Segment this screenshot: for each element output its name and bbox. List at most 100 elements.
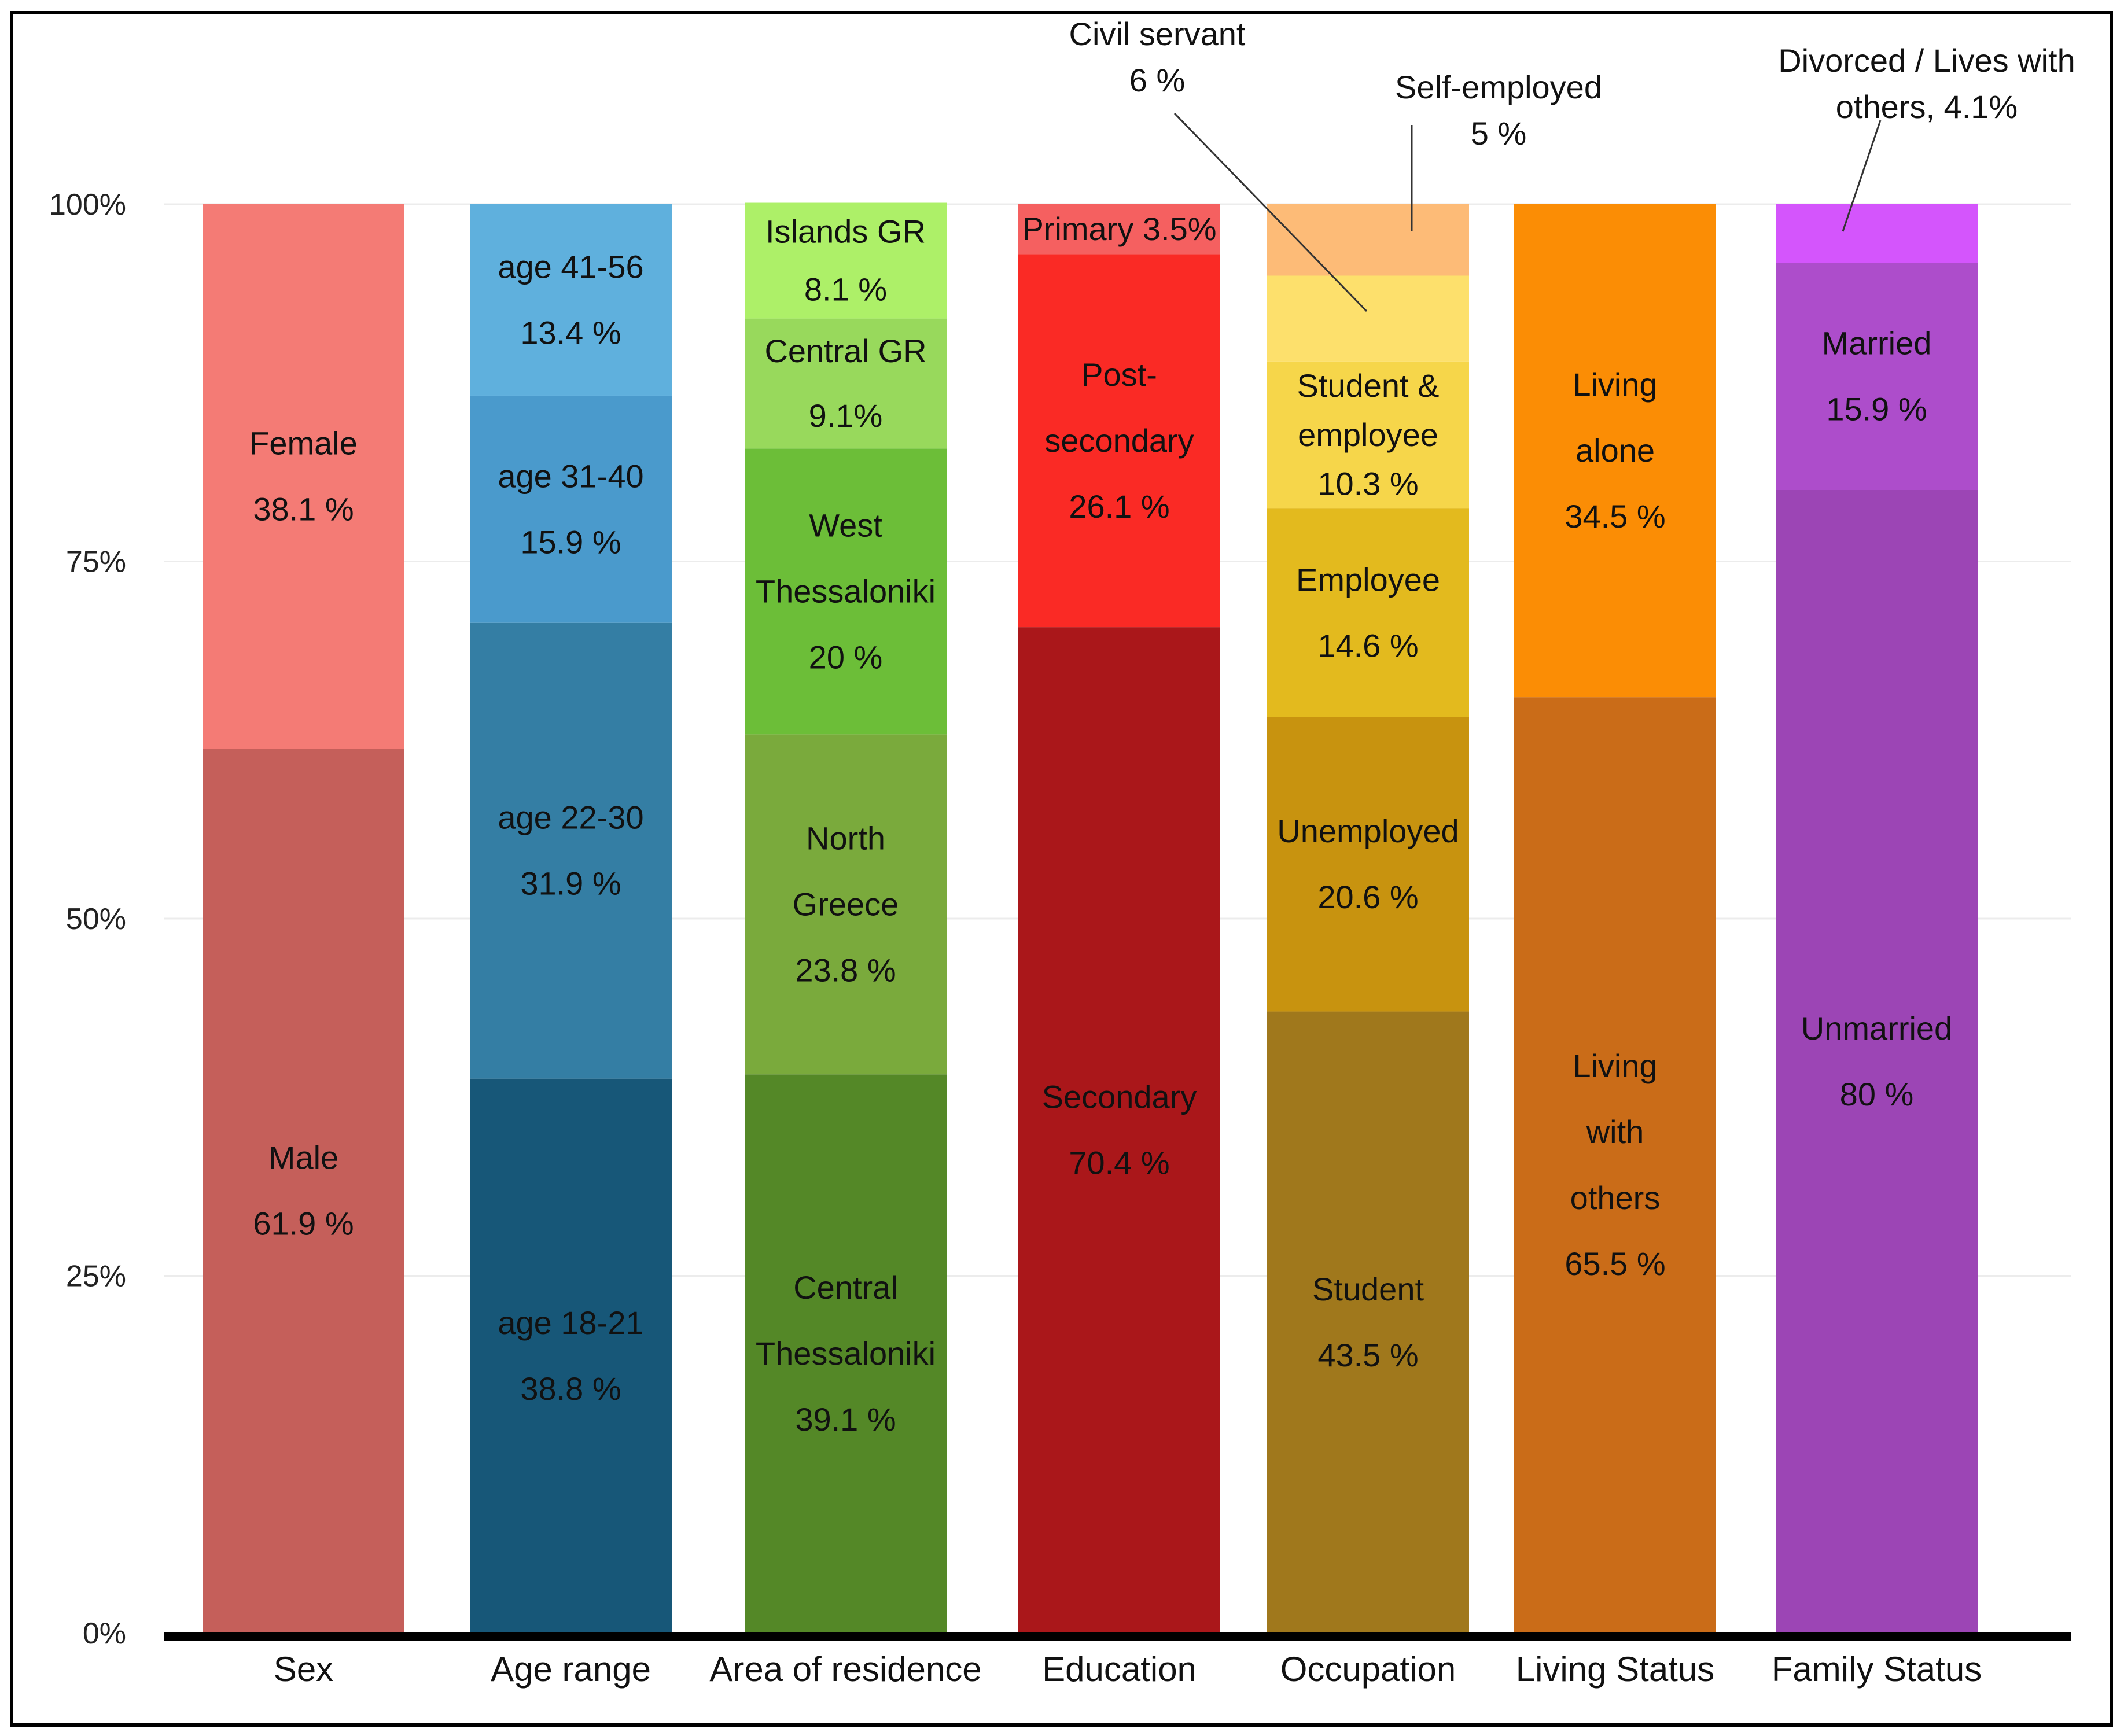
bar-segment-divorced-lives-with-others xyxy=(1776,204,1978,263)
segment-label: Married xyxy=(1822,325,1932,362)
segment-label: Greece xyxy=(793,886,899,922)
segment-label: 15.9 % xyxy=(520,524,621,560)
y-axis: 0% 25% 50% 75% 100% xyxy=(49,188,126,1650)
y-tick-label: 0% xyxy=(83,1617,126,1650)
bar-segment-living-alone xyxy=(1514,204,1716,698)
bar-segment-central-thessaloniki xyxy=(745,1074,947,1633)
bar-segment-west-thessaloniki xyxy=(745,448,947,735)
x-tick-label: Occupation xyxy=(1280,1650,1456,1689)
segment-label: Thessaloniki xyxy=(756,573,936,609)
y-tick-label: 75% xyxy=(66,546,126,579)
segment-label: Secondary xyxy=(1042,1079,1197,1115)
segment-label: others xyxy=(1570,1180,1661,1216)
bar-education: Secondary 70.4 % Post-secondary 26.1 % Prima… xyxy=(1018,204,1220,1633)
callout-label: 6 % xyxy=(1129,62,1186,98)
segment-label: Unmarried xyxy=(1801,1010,1952,1046)
segment-label: 26.1 % xyxy=(1069,488,1169,525)
bar-segment-post-secondary xyxy=(1018,254,1220,628)
bar-segment-north-greece xyxy=(745,734,947,1075)
segment-label: age 31-40 xyxy=(498,458,643,494)
bar-segment-female xyxy=(203,204,404,749)
segment-label: with xyxy=(1586,1114,1644,1150)
bar-segment-unmarried xyxy=(1776,490,1978,1633)
x-axis: Sex Age range Area of residence Education Oc… xyxy=(164,1632,2071,1689)
bar-segment-age-41-56 xyxy=(470,204,672,396)
segment-label: 23.8 % xyxy=(795,952,896,988)
callout-civil-servant: Civil servant 6 % xyxy=(1069,16,1368,312)
segment-label: 13.4 % xyxy=(520,314,621,351)
segment-label: 9.1% xyxy=(809,397,883,434)
segment-label: Unemployed xyxy=(1277,813,1459,849)
x-tick-label: Family Status xyxy=(1772,1650,1982,1689)
bar-segment-civil-servant xyxy=(1267,275,1469,362)
segment-label: 34.5 % xyxy=(1565,498,1665,535)
x-tick-label: Area of residence xyxy=(709,1650,981,1689)
segment-label: 14.6 % xyxy=(1317,627,1418,664)
bar-segment-married xyxy=(1776,263,1978,490)
bar-segment-self-employed xyxy=(1267,204,1469,276)
bar-segment-primary xyxy=(1018,204,1220,255)
segment-label: secondary xyxy=(1044,422,1194,459)
bar-sex: Male 61.9 % Female 38.1 % xyxy=(203,204,404,1633)
segment-label: 38.8 % xyxy=(520,1370,621,1407)
callout-label: Self-employed xyxy=(1395,69,1602,105)
segment-label: Female xyxy=(249,425,358,462)
bar-segment-islands-gr xyxy=(745,202,947,319)
bar-segment-employee xyxy=(1267,508,1469,717)
bar-segment-student-employee xyxy=(1267,361,1469,509)
bar-segment-unemployed xyxy=(1267,717,1469,1012)
bar-living-status: Living with others 65.5 % Living alone 34.5 % xyxy=(1514,204,1716,1633)
x-tick-label: Sex xyxy=(274,1650,333,1689)
callout-divorced-lives-with-others: Divorced / Lives with others, 4.1% xyxy=(1778,42,2075,232)
x-tick-label: Age range xyxy=(491,1650,651,1689)
segment-label: 61.9 % xyxy=(253,1206,354,1242)
segment-label: age 41-56 xyxy=(498,248,643,285)
bar-segment-student xyxy=(1267,1011,1469,1633)
x-tick-label: Living Status xyxy=(1516,1650,1715,1689)
segment-label: Post- xyxy=(1081,356,1157,393)
bar-age-range: age 18-21 38.8 % age 22-30 31.9 % age 31-40 1… xyxy=(470,204,672,1633)
segment-label: 15.9 % xyxy=(1826,391,1927,427)
callout-label: 5 % xyxy=(1471,115,1527,152)
segment-label: Central xyxy=(793,1269,898,1306)
callout-self-employed: Self-employed 5 % xyxy=(1395,69,1602,231)
callout-leader-line xyxy=(1173,112,1368,312)
segment-label: alone xyxy=(1575,432,1655,469)
segment-label: Employee xyxy=(1296,561,1440,598)
bar-segment-secondary xyxy=(1018,627,1220,1633)
segment-label: Student xyxy=(1312,1271,1424,1307)
y-tick-label: 100% xyxy=(49,188,126,222)
segment-label: 70.4 % xyxy=(1069,1145,1169,1181)
bar-segment-male xyxy=(203,749,404,1633)
segment-label: Living xyxy=(1573,366,1657,403)
callout-label: others, 4.1% xyxy=(1836,89,2018,125)
segment-label: Thessaloniki xyxy=(756,1335,936,1372)
segment-label: 65.5 % xyxy=(1565,1245,1665,1282)
segment-label: Primary 3.5% xyxy=(1022,211,1216,247)
segment-label: 38.1 % xyxy=(253,491,354,528)
segment-label: 10.3 % xyxy=(1317,466,1418,502)
bar-segment-age-22-30 xyxy=(470,622,672,1079)
segment-label: 80 % xyxy=(1840,1076,1914,1112)
segment-label: 20 % xyxy=(809,639,883,675)
segment-label: Student & xyxy=(1297,367,1440,404)
segment-label: 39.1 % xyxy=(795,1401,896,1438)
x-axis-line xyxy=(164,1632,2071,1641)
segment-label: 20.6 % xyxy=(1317,879,1418,915)
bar-family-status: Unmarried 80 % Married 15.9 % xyxy=(1776,204,1978,1633)
segment-label: 43.5 % xyxy=(1317,1337,1418,1373)
segment-label: Male xyxy=(268,1140,338,1176)
segment-label: North xyxy=(806,820,885,856)
bar-segment-living-with-others xyxy=(1514,697,1716,1633)
bars: Male 61.9 % Female 38.1 % age 18-21 38.8 % age… xyxy=(203,202,1978,1633)
callout-label: Divorced / Lives with xyxy=(1778,42,2075,79)
callout-leader-line xyxy=(1842,120,1882,232)
segment-label: 31.9 % xyxy=(520,865,621,902)
bar-segment-age-31-40 xyxy=(470,395,672,623)
segment-label: age 18-21 xyxy=(498,1304,643,1341)
bar-segment-central-gr xyxy=(745,318,947,449)
x-tick-label: Education xyxy=(1042,1650,1197,1689)
bar-segment-age-18-21 xyxy=(470,1078,672,1633)
bar-occupation: Student 43.5 % Unemployed 20.6 % Employee 14.… xyxy=(1267,204,1469,1633)
